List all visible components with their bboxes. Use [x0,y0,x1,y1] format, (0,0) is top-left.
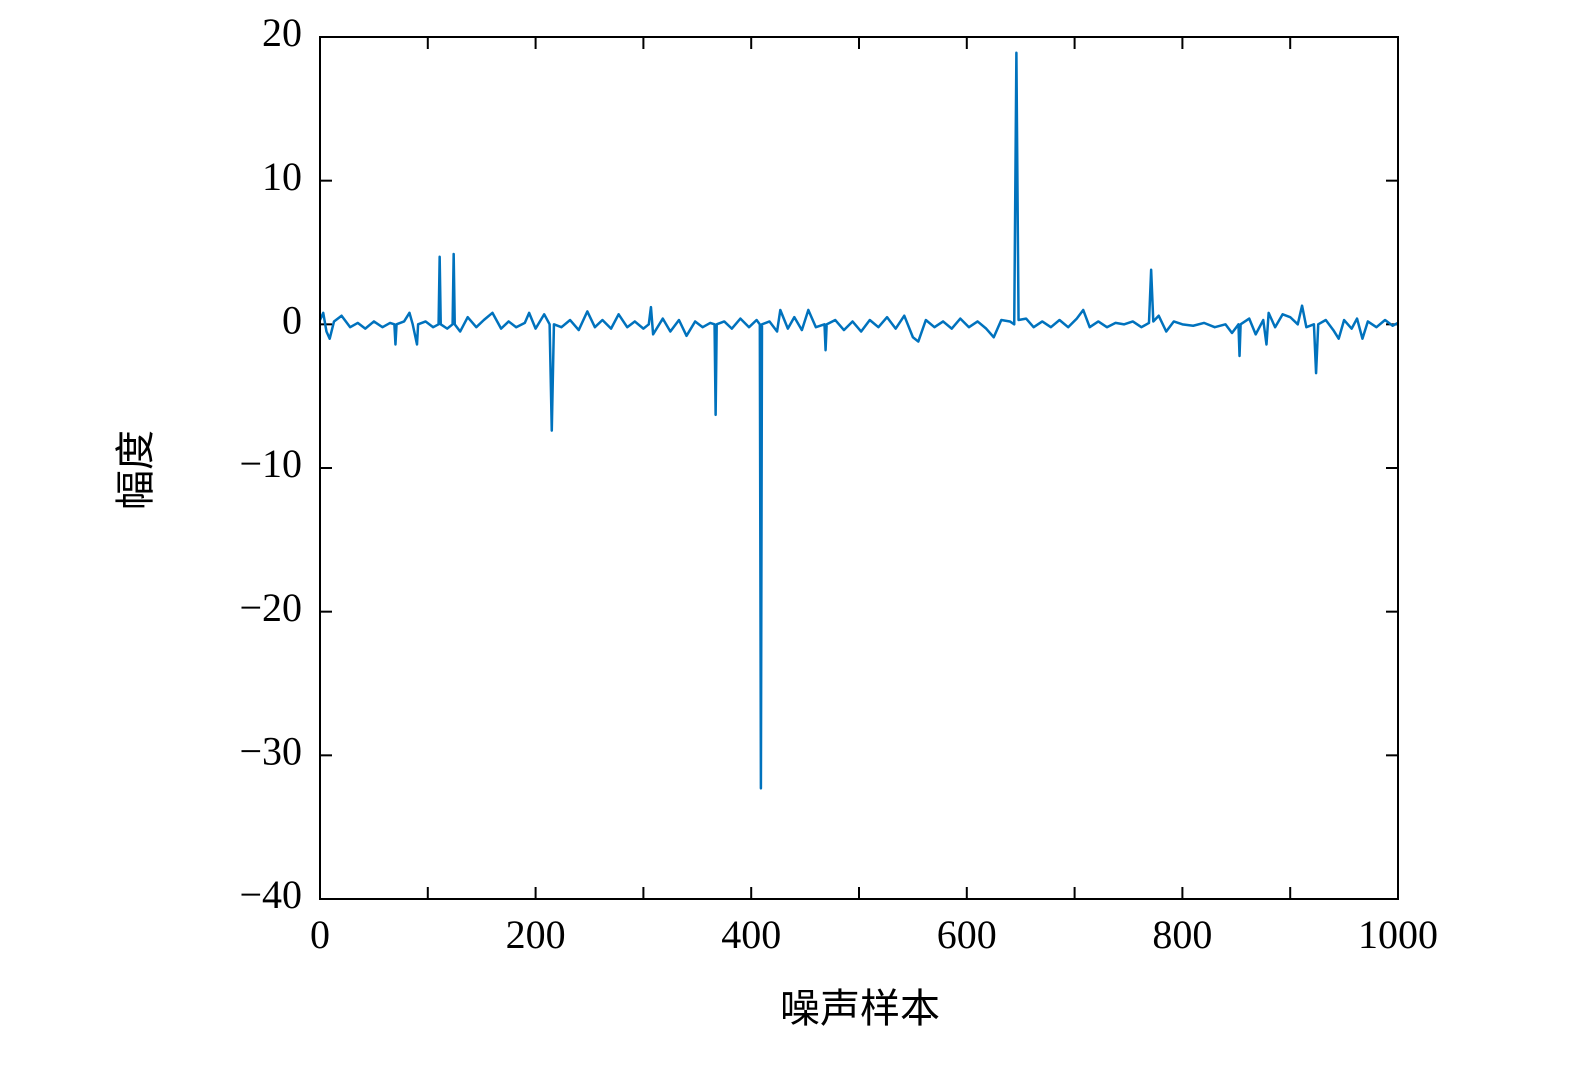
y-tick-label: 20 [262,10,302,55]
y-tick-label: 10 [262,154,302,199]
line-series [318,51,1399,790]
x-tick-label: 200 [506,912,566,957]
x-tick-label: 0 [310,912,330,957]
x-axis-label: 噪声样本 [780,986,940,1031]
y-axis-label: 幅度 [113,430,158,510]
y-tick-label: −10 [239,441,302,486]
x-tick-label: 800 [1152,912,1212,957]
y-tick-label: −30 [239,729,302,774]
y-tick-label: 0 [282,298,302,343]
x-tick-label: 600 [937,912,997,957]
x-tick-label: 1000 [1358,912,1438,957]
y-tick-label: −40 [239,872,302,917]
x-tick-label: 400 [721,912,781,957]
y-tick-label: −20 [239,585,302,630]
plot-frame [319,36,1399,900]
